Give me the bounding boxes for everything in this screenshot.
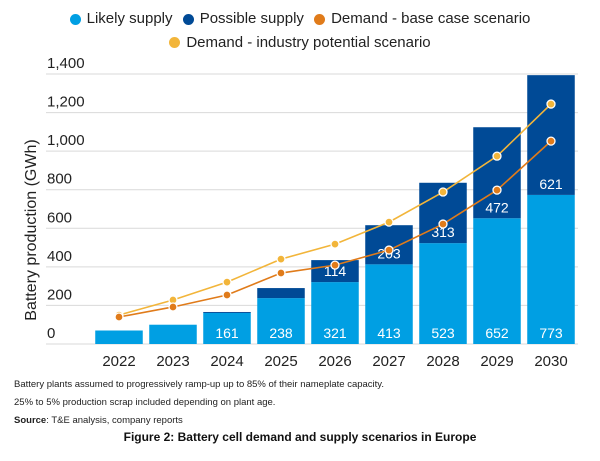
- data-label-likely: 523: [431, 325, 455, 341]
- legend-item-likely-supply: Likely supply: [69, 8, 173, 30]
- bar-likely-supply: [95, 330, 143, 344]
- line-point: [168, 302, 178, 312]
- legend-dot-icon: [314, 13, 326, 25]
- line-point: [384, 217, 394, 227]
- legend-label: Demand - base case scenario: [331, 10, 531, 27]
- x-tick-label: 2029: [480, 353, 513, 370]
- bar-possible-supply: [473, 127, 521, 219]
- y-tick-label: 0: [47, 325, 55, 342]
- y-axis-label: Battery production (GWh): [23, 139, 40, 320]
- line-point: [492, 151, 502, 161]
- data-label-likely: 238: [269, 325, 293, 341]
- legend-label: Likely supply: [86, 10, 173, 27]
- y-tick-label: 200: [47, 286, 72, 303]
- bar-likely-supply: [527, 194, 575, 344]
- bar-possible-supply: [365, 225, 413, 265]
- footnote-scrap: 25% to 5% production scrap included depe…: [14, 397, 276, 408]
- legend-item-possible-supply: Possible supply: [182, 8, 304, 30]
- y-axis: 0 200 400 600 800 1,000 1,200 1,400: [47, 55, 85, 342]
- bar-likely-supply: [365, 264, 413, 344]
- legend-label: Possible supply: [199, 10, 304, 27]
- y-tick-label: 800: [47, 171, 72, 188]
- x-tick-label: 2027: [372, 353, 405, 370]
- legend-dot-icon: [169, 37, 181, 48]
- line-point: [438, 219, 448, 229]
- data-label-possible: 114: [324, 263, 347, 279]
- data-label-possible: 472: [485, 199, 509, 215]
- bar-possible-supply: [257, 288, 305, 299]
- source-label: Source: [14, 415, 47, 426]
- bars: 161238321114413203523313652472773621: [95, 75, 575, 344]
- line-point: [546, 99, 556, 109]
- figure-caption: Figure 2: Battery cell demand and supply…: [123, 430, 477, 444]
- y-tick-label: 600: [47, 209, 72, 226]
- x-tick-label: 2023: [156, 353, 189, 370]
- line-point: [330, 260, 340, 270]
- source-text: : T&E analysis, company reports: [46, 415, 183, 426]
- line-point: [438, 187, 448, 197]
- footnotes: Battery plants assumed to progressively …: [14, 376, 384, 430]
- x-tick-label: 2024: [210, 353, 243, 370]
- x-tick-label: 2026: [318, 353, 351, 370]
- y-tick-label: 1,200: [47, 94, 85, 111]
- line-point: [330, 239, 340, 249]
- y-tick-label: 1,400: [47, 55, 85, 72]
- legend: Likely supply Possible supply Demand - b…: [0, 8, 600, 55]
- line-point: [114, 312, 124, 322]
- line-point: [276, 254, 286, 264]
- line-point: [546, 136, 556, 146]
- chart-area: 0 200 400 600 800 1,000 1,200 1,400 Battery pro…: [23, 55, 578, 370]
- legend-item-demand-industry: Demand - industry potential scenario: [169, 32, 431, 54]
- lines: [114, 99, 556, 322]
- y-tick-label: 400: [47, 248, 72, 265]
- legend-label: Demand - industry potential scenario: [186, 33, 431, 51]
- x-tick-label: 2025: [264, 353, 297, 370]
- x-axis: 2022 2023 2024 2025 2026 2027 2028 2029 2030: [102, 353, 567, 370]
- bar-possible-supply: [527, 75, 575, 195]
- footnote-ramp-up: Battery plants assumed to progressively …: [14, 379, 384, 390]
- legend-dot-icon: [182, 13, 194, 25]
- data-label-likely: 161: [215, 325, 239, 341]
- data-label-possible: 621: [539, 176, 563, 192]
- bar-possible-supply: [203, 311, 251, 313]
- data-label-possible: 313: [431, 224, 455, 240]
- legend-dot-icon: [69, 13, 81, 25]
- x-tick-label: 2022: [102, 353, 135, 370]
- bar-likely-supply: [311, 282, 359, 344]
- bar-possible-supply: [311, 260, 359, 283]
- data-label-likely: 321: [323, 325, 347, 341]
- footnote-source: Source: T&E analysis, company reports: [14, 412, 384, 430]
- bar-likely-supply: [203, 312, 251, 344]
- line-point: [492, 185, 502, 195]
- data-label-likely: 413: [377, 325, 401, 341]
- y-tick-label: 1,000: [47, 132, 85, 149]
- x-tick-label: 2030: [534, 353, 567, 370]
- data-label-likely: 773: [539, 325, 563, 341]
- line-point: [276, 268, 286, 278]
- bar-likely-supply: [257, 298, 305, 344]
- legend-row-1: Likely supply Possible supply Demand - b…: [0, 8, 600, 32]
- bar-likely-supply: [149, 324, 197, 344]
- data-label-likely: 652: [485, 325, 509, 341]
- bar-likely-supply: [473, 218, 521, 344]
- line-point: [222, 290, 232, 300]
- line-point: [222, 277, 232, 287]
- x-tick-label: 2028: [426, 353, 459, 370]
- legend-row-2: Demand - industry potential scenario: [0, 32, 600, 56]
- line-point: [384, 245, 394, 255]
- legend-item-demand-base: Demand - base case scenario: [314, 8, 530, 30]
- bar-likely-supply: [419, 243, 467, 344]
